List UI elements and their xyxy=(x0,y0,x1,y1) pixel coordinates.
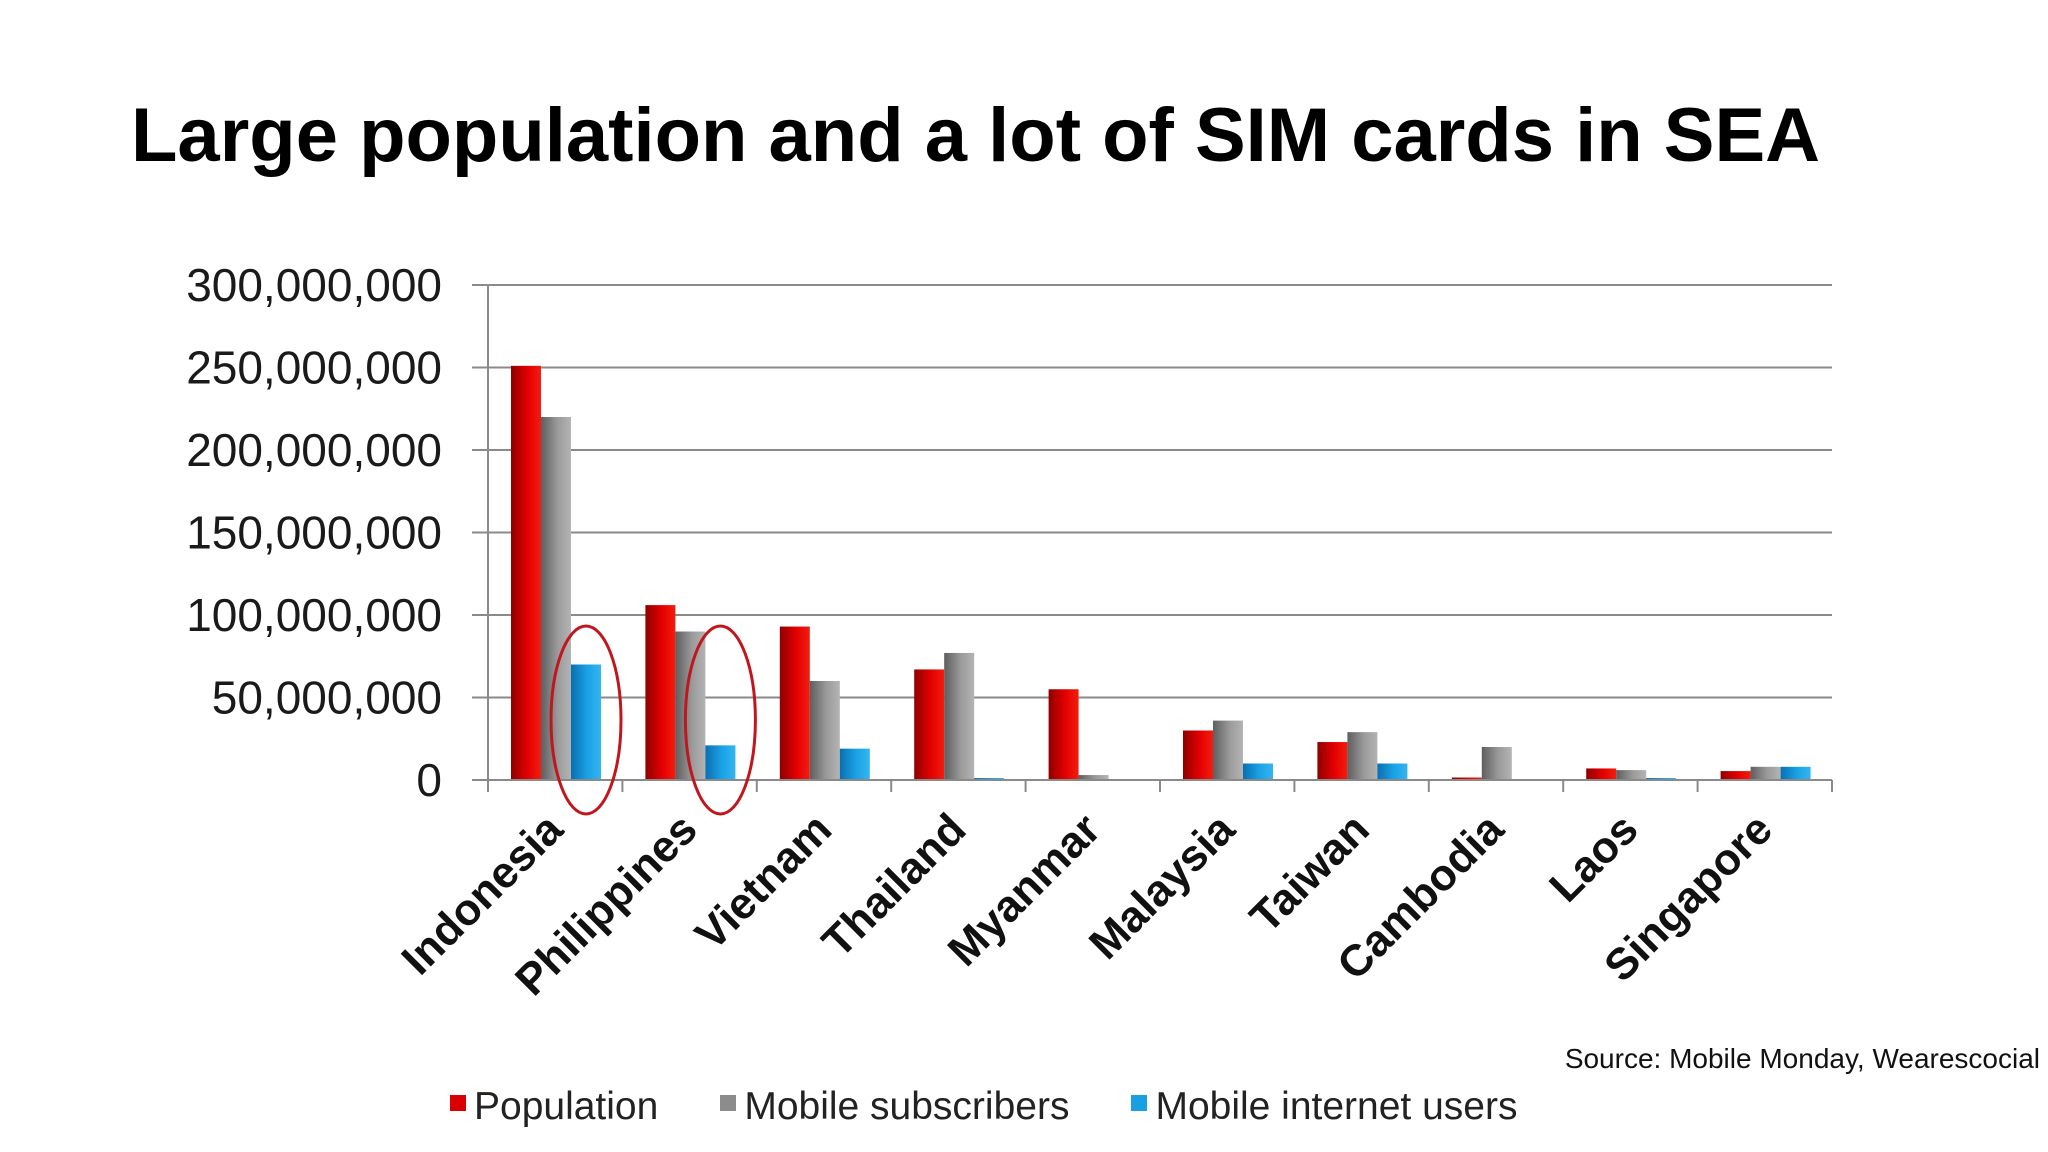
y-tick-label: 150,000,000 xyxy=(186,507,442,559)
bar-population-thailand xyxy=(914,669,945,780)
legend-label-mobile-internet-users: Mobile internet users xyxy=(1155,1085,1518,1128)
legend-swatch-population xyxy=(450,1095,466,1111)
bar-mobile-subscribers-indonesia xyxy=(541,417,571,780)
bar-population-indonesia xyxy=(511,365,541,780)
x-label-laos: Laos xyxy=(1540,804,1647,911)
bar-mobile-subscribers-philippines xyxy=(675,631,706,780)
bar-population-myanmar xyxy=(1048,689,1079,780)
bar-mobile-subscribers-vietnam xyxy=(809,681,840,780)
bar-mobile-subscribers-malaysia xyxy=(1213,720,1243,780)
legend-swatch-mobile-subscribers xyxy=(720,1095,737,1111)
bar-population-laos xyxy=(1586,768,1617,780)
bar-mobile-internet-users-taiwan xyxy=(1377,763,1408,780)
legend-item-mobile-internet-users: Mobile internet users xyxy=(1131,1085,1517,1129)
legend-label-population: Population xyxy=(474,1085,659,1128)
legend: Population Mobile subscribers Mobile int… xyxy=(450,1085,1579,1129)
bar-population-cambodia xyxy=(1451,777,1482,780)
bar-mobile-internet-users-philippines xyxy=(705,745,736,780)
bar-population-singapore xyxy=(1720,771,1751,780)
bar-mobile-internet-users-malaysia xyxy=(1243,763,1273,780)
y-tick-label: 100,000,000 xyxy=(186,589,442,641)
y-tick-label: 50,000,000 xyxy=(212,672,442,724)
highlight-ellipse-indonesia xyxy=(549,624,623,816)
slide-title: Large population and a lot of SIM cards … xyxy=(131,93,1821,178)
legend-item-mobile-subscribers: Mobile subscribers xyxy=(720,1085,1069,1129)
legend-swatch-mobile-internet-users xyxy=(1131,1095,1148,1111)
bar-mobile-subscribers-singapore xyxy=(1750,766,1781,780)
x-label-taiwan: Taiwan xyxy=(1241,804,1379,942)
y-tick-label: 200,000,000 xyxy=(186,424,442,476)
bar-population-vietnam xyxy=(779,626,810,780)
source-note: Source: Mobile Monday, Wearescocial xyxy=(1564,1043,2040,1074)
bar-population-malaysia xyxy=(1183,730,1213,780)
bar-population-taiwan xyxy=(1317,742,1348,780)
legend-item-population: Population xyxy=(450,1085,658,1129)
bar-mobile-internet-users-singapore xyxy=(1780,766,1811,780)
bar-mobile-subscribers-myanmar xyxy=(1078,775,1109,780)
x-label-malaysia: Malaysia xyxy=(1080,804,1245,969)
y-tick-label: 300,000,000 xyxy=(186,259,442,311)
bar-population-philippines xyxy=(645,605,676,780)
bar-mobile-subscribers-thailand xyxy=(944,652,975,780)
bar-mobile-internet-users-vietnam xyxy=(839,748,870,780)
y-tick-label: 0 xyxy=(416,754,442,806)
highlight-ellipse-philippines xyxy=(683,624,757,816)
bar-mobile-internet-users-indonesia xyxy=(571,664,601,780)
bar-mobile-subscribers-laos xyxy=(1616,770,1647,780)
y-tick-label: 250,000,000 xyxy=(186,342,442,394)
bar-mobile-subscribers-cambodia xyxy=(1481,747,1512,780)
bar-mobile-subscribers-taiwan xyxy=(1347,732,1378,780)
legend-label-mobile-subscribers: Mobile subscribers xyxy=(744,1085,1070,1128)
